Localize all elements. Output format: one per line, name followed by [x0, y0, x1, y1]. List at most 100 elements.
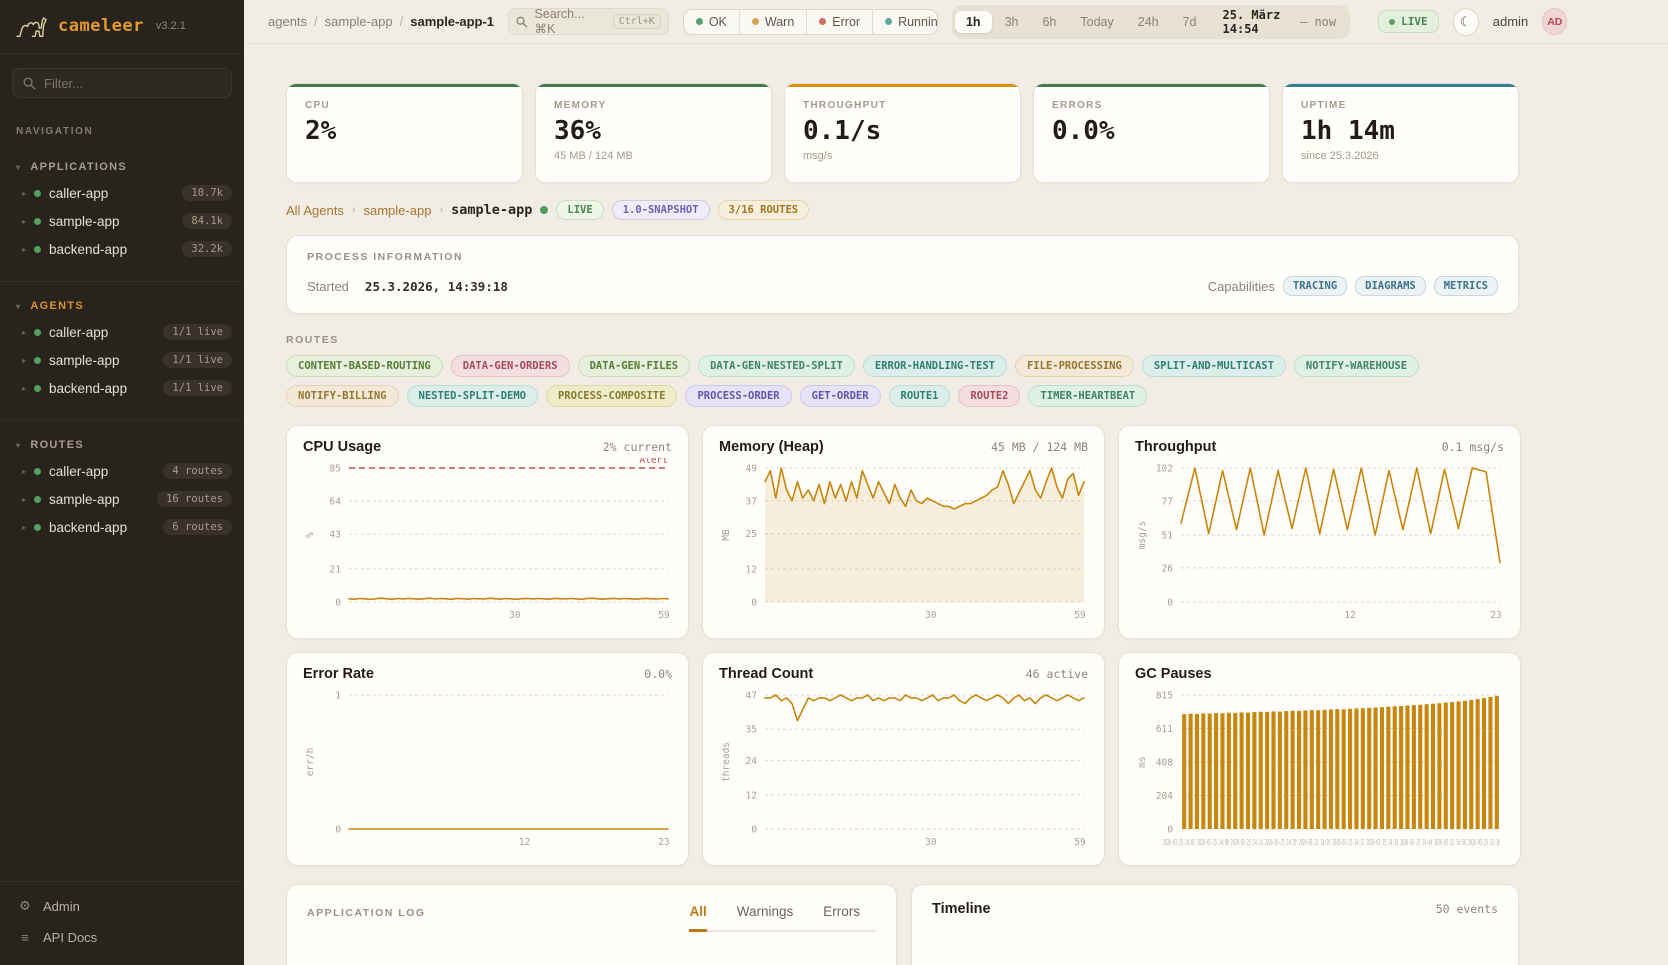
sidebar-footer-admin[interactable]: ⚙ Admin	[0, 890, 244, 922]
route-chip-error-handling-test[interactable]: ERROR-HANDLING-TEST	[862, 355, 1007, 377]
sidebar-item-backend-app[interactable]: ▸ backend-app 6 routes	[0, 513, 244, 541]
svg-text:611: 611	[1156, 724, 1173, 735]
sidebar-section-header-applications[interactable]: ▾ APPLICATIONS	[0, 155, 244, 179]
search-icon	[23, 77, 36, 90]
sidebar-section-header-routes[interactable]: ▾ ROUTES	[0, 433, 244, 457]
svg-text:23: 23	[1490, 610, 1501, 621]
chart-current-value: 45 MB / 124 MB	[991, 440, 1088, 454]
user-menu[interactable]: admin	[1492, 14, 1529, 29]
routes-section-label: ROUTES	[286, 334, 339, 346]
log-tab-warnings[interactable]: Warnings	[736, 904, 794, 919]
sidebar-filter-input[interactable]: Filter...	[12, 68, 232, 98]
sidebar-item-badge: 1/1 live	[163, 324, 232, 340]
route-chip-get-order[interactable]: GET-ORDER	[799, 385, 881, 407]
sidebar-item-badge: 4 routes	[163, 463, 232, 479]
status-filter-running[interactable]: Running	[872, 9, 937, 34]
svg-text:47: 47	[746, 691, 757, 702]
avatar[interactable]: AD	[1542, 8, 1568, 35]
svg-text:25: 25	[746, 529, 757, 540]
route-chip-timer-heartbeat[interactable]: TIMER-HEARTBEAT	[1028, 385, 1148, 407]
charts-grid: CPU Usage 2% current 85 64 43 21 0% Alert 30 59 Me…	[286, 425, 1668, 866]
app-logo[interactable]: cameleer v3.2.1	[0, 0, 244, 54]
chart-title: Thread Count	[719, 666, 814, 682]
live-toggle[interactable]: LIVE	[1378, 10, 1439, 33]
date-range[interactable]: 25. März 14:54 — now	[1223, 8, 1337, 36]
search-shortcut: Ctrl+K	[612, 14, 661, 29]
agent-crumb[interactable]: All Agents	[286, 202, 344, 218]
svg-text:Alert: Alert	[639, 458, 668, 466]
sidebar-item-caller-app[interactable]: ▸ caller-app 1/1 live	[0, 318, 244, 346]
status-filter-warn[interactable]: Warn	[738, 9, 806, 34]
svg-text:0: 0	[1167, 598, 1173, 609]
sidebar-item-backend-app[interactable]: ▸ backend-app 1/1 live	[0, 374, 244, 402]
sidebar-item-backend-app[interactable]: ▸ backend-app 32.2k	[0, 235, 244, 263]
stat-value: 2%	[305, 116, 337, 146]
sidebar-item-sample-app[interactable]: ▸ sample-app 84.1k	[0, 207, 244, 235]
route-chip-process-order[interactable]: PROCESS-ORDER	[685, 385, 792, 407]
capability-pill-tracing: TRACING	[1282, 276, 1348, 296]
route-chip-data-gen-files[interactable]: DATA-GEN-FILES	[577, 355, 691, 377]
chart-card-thread-count: Thread Count 46 active 47 35 24 12 0 threads 30 5…	[702, 652, 1105, 866]
time-range-today[interactable]: Today	[1080, 14, 1114, 29]
status-filter-ok[interactable]: OK	[684, 10, 739, 34]
agent-crumb[interactable]: sample-app	[363, 202, 432, 218]
route-chip-notify-warehouse[interactable]: NOTIFY-WAREHOUSE	[1293, 355, 1420, 377]
route-chip-content-based-routing[interactable]: CONTENT-BASED-ROUTING	[286, 355, 443, 377]
search-input[interactable]: Search... ⌘K Ctrl+K	[508, 7, 669, 36]
breadcrumb-item[interactable]: sample-app	[324, 14, 393, 29]
live-label: LIVE	[1401, 15, 1428, 28]
sidebar-item-label: sample-app	[49, 352, 120, 368]
time-range-1h[interactable]: 1h	[954, 10, 992, 33]
svg-text:err/h: err/h	[305, 748, 316, 777]
sidebar-section-header-agents[interactable]: ▾ AGENTS	[0, 294, 244, 318]
time-range-group: 1h 3h 6h Today 24h 7d 25. März 14:54 — now	[951, 4, 1351, 39]
svg-text:408: 408	[1156, 757, 1173, 768]
sidebar-item-caller-app[interactable]: ▸ caller-app 4 routes	[0, 457, 244, 485]
svg-text:85: 85	[330, 464, 341, 475]
svg-text:815: 815	[1156, 691, 1173, 702]
gear-icon: ⚙	[19, 898, 31, 913]
footer-label: API Docs	[43, 930, 98, 945]
status-dot-icon	[34, 189, 42, 197]
route-chip-data-gen-nested-split[interactable]: DATA-GEN-NESTED-SPLIT	[698, 355, 855, 377]
sidebar-footer-api-docs[interactable]: ≡ API Docs	[0, 922, 244, 953]
agent-live-dot-icon	[540, 206, 549, 214]
status-dot-icon	[34, 356, 42, 364]
chevron-right-icon: ▸	[22, 466, 27, 476]
route-chip-route2[interactable]: ROUTE2	[958, 385, 1021, 407]
chevron-down-icon: ▾	[16, 162, 22, 172]
dark-mode-toggle[interactable]: ☾	[1452, 7, 1479, 36]
time-range-6h[interactable]: 6h	[1042, 14, 1057, 29]
chevron-right-icon: ▸	[22, 522, 27, 532]
sidebar-item-sample-app[interactable]: ▸ sample-app 1/1 live	[0, 346, 244, 374]
application-log-title: APPLICATION LOG	[307, 907, 426, 919]
status-filter-label: Error	[832, 14, 861, 29]
sidebar-item-badge: 16 routes	[157, 491, 232, 507]
log-tab-all[interactable]: All	[689, 904, 707, 932]
status-dot-icon	[34, 245, 42, 253]
route-chip-split-and-multicast[interactable]: SPLIT-AND-MULTICAST	[1141, 355, 1286, 377]
status-filter-error[interactable]: Error	[806, 9, 872, 34]
time-range-3h[interactable]: 3h	[1004, 14, 1019, 29]
route-chip-data-gen-orders[interactable]: DATA-GEN-ORDERS	[450, 355, 570, 377]
sidebar-item-caller-app[interactable]: ▸ caller-app 10.7k	[0, 179, 244, 207]
route-chip-route1[interactable]: ROUTE1	[888, 385, 951, 407]
log-tab-errors[interactable]: Errors	[823, 904, 860, 919]
route-chip-file-processing[interactable]: FILE-PROCESSING	[1014, 355, 1134, 377]
sidebar-item-label: caller-app	[49, 463, 109, 479]
agent-crumb-separator: ›	[351, 204, 356, 216]
sidebar-item-badge: 32.2k	[182, 241, 232, 257]
sidebar-item-label: backend-app	[49, 241, 128, 257]
route-chip-notify-billing[interactable]: NOTIFY-BILLING	[286, 385, 399, 407]
svg-text:43: 43	[330, 530, 341, 541]
route-chip-nested-split-demo[interactable]: NESTED-SPLIT-DEMO	[406, 385, 538, 407]
breadcrumb-item[interactable]: agents	[268, 14, 308, 29]
svg-text:59: 59	[1074, 610, 1086, 621]
time-range-24h[interactable]: 24h	[1137, 14, 1159, 29]
route-chip-process-composite[interactable]: PROCESS-COMPOSITE	[545, 385, 678, 407]
time-range-7d[interactable]: 7d	[1182, 14, 1197, 29]
sidebar-item-sample-app[interactable]: ▸ sample-app 16 routes	[0, 485, 244, 513]
sidebar-item-badge: 1/1 live	[163, 352, 232, 368]
stat-sub-label: since 25.3.2026	[1301, 150, 1379, 162]
breadcrumb: agents / sample-app / sample-app-1	[268, 14, 494, 29]
